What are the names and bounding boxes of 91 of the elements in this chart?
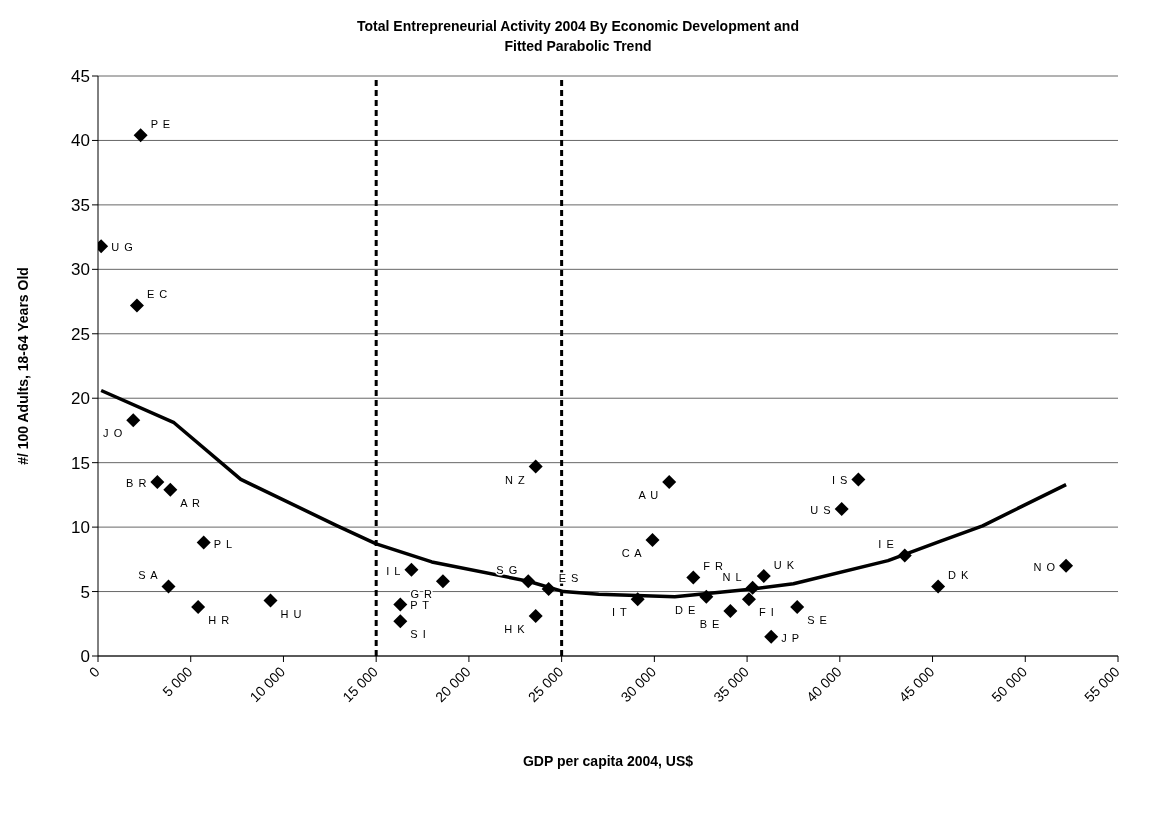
annotation: U G: [111, 241, 134, 254]
x-tick-label: 15 000: [339, 663, 382, 706]
annotation: I T: [612, 606, 628, 619]
point: [756, 569, 771, 584]
point: [931, 579, 946, 594]
y-tick-label: 30: [71, 260, 90, 280]
annotation: E C: [146, 288, 169, 301]
point: [790, 600, 805, 615]
point: [741, 592, 756, 607]
point: [163, 482, 178, 497]
point: [851, 472, 866, 487]
y-tick-label: 10: [71, 518, 90, 538]
point: [435, 574, 450, 589]
annotation: N O: [1033, 560, 1057, 573]
annotation: D E: [674, 603, 697, 616]
y-tick-label: 35: [71, 195, 90, 215]
point: [662, 475, 677, 489]
annotation: I S: [831, 474, 849, 487]
point: [393, 614, 408, 629]
point: [745, 580, 760, 595]
point: [528, 609, 543, 624]
annotation: H U: [280, 607, 303, 620]
annotation: S A: [138, 569, 159, 582]
annotation: I L: [386, 564, 402, 577]
y-axis-title: #/ 100 Adults, 18-64 Years Old: [14, 267, 31, 465]
x-tick-label: 10 000: [246, 663, 289, 706]
x-tick-label: 35 000: [710, 663, 752, 706]
point: [521, 574, 536, 589]
y-tick-label: 20: [71, 389, 90, 409]
point: [764, 629, 779, 644]
annotation: J O: [103, 427, 124, 440]
point: [191, 600, 206, 615]
point: [404, 562, 419, 577]
point: [393, 597, 408, 612]
annotation: F R: [703, 560, 725, 573]
x-tick-label: 5 000: [159, 663, 196, 700]
annotation: I E: [878, 538, 895, 551]
x-tick-label: 30 000: [617, 663, 660, 706]
point: [161, 579, 176, 594]
point: [133, 128, 148, 143]
annotation: C A: [621, 547, 643, 559]
chart-title: Total Entrepreneurial Activity 2004 By Economic Development and Fitted Parabolic Trend: [356, 17, 800, 56]
point: [541, 581, 556, 596]
point: [723, 603, 738, 618]
x-tick-label: 50 000: [988, 663, 1031, 706]
x-tick-label: 20 000: [432, 663, 474, 706]
point: [196, 535, 211, 550]
x-axis-title: GDP per capita 2004, US$: [522, 753, 694, 769]
y-tick-label: 45: [71, 67, 90, 87]
point: [126, 413, 141, 428]
x-tick-label: 40 000: [802, 663, 845, 706]
annotation: F I: [758, 606, 775, 619]
y-tick-label: 40: [71, 131, 90, 151]
annotation: E S: [558, 571, 580, 584]
annotation: P T: [410, 599, 431, 612]
annotation: A R: [180, 496, 202, 509]
annotation: A U: [638, 489, 660, 501]
point: [645, 533, 660, 547]
annotation: H K: [504, 623, 526, 636]
point: [630, 592, 645, 607]
y-tick-label: 25: [71, 324, 90, 344]
annotation: S G: [496, 564, 519, 577]
annotation: U K: [773, 559, 796, 572]
annotation: N Z: [504, 473, 526, 486]
annotation: J P: [781, 631, 801, 644]
point: [686, 570, 701, 585]
annotation: G R: [410, 588, 433, 601]
x-tick-label: 25 000: [524, 663, 567, 706]
point: [699, 589, 714, 604]
point: [150, 475, 165, 489]
x-tick-label: 55 000: [1081, 663, 1123, 706]
y-tick-label: 15: [71, 453, 90, 473]
annotation: B R: [126, 477, 148, 489]
annotation: N L: [722, 570, 743, 583]
y-tick-label: 5: [80, 582, 90, 602]
point: [528, 459, 543, 474]
annotation: S I: [410, 628, 427, 641]
annotation: B E: [699, 617, 721, 630]
point: [897, 548, 912, 563]
x-tick-label: 45 000: [895, 663, 938, 706]
point: [129, 298, 144, 313]
y-tick-label: 0: [80, 647, 90, 667]
annotation: D K: [948, 569, 970, 582]
annotation: P L: [213, 537, 234, 550]
annotation: U S: [810, 504, 832, 517]
annotation: H R: [208, 614, 231, 627]
annotation: S E: [807, 614, 828, 627]
annotation: P E: [150, 118, 172, 131]
point: [834, 502, 849, 517]
point: [1059, 558, 1074, 573]
point: [263, 593, 278, 608]
